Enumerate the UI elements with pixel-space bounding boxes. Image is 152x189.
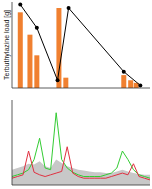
plot-area [18, 3, 143, 88]
line [12, 147, 150, 180]
marker [122, 70, 126, 74]
line [20, 5, 140, 86]
x-axis [12, 185, 150, 186]
marker [56, 78, 60, 82]
bar [18, 12, 23, 88]
figure: Terbuthylazine load [g] [0, 0, 152, 189]
bar [121, 75, 126, 88]
x-axis [12, 88, 150, 89]
bar [128, 80, 133, 88]
marker [138, 83, 142, 87]
marker [18, 3, 22, 7]
bar [34, 55, 39, 88]
plot-area [12, 113, 150, 185]
y-axis-label: Terbuthylazine load [g] [3, 10, 11, 80]
y-axis [12, 100, 13, 185]
bar [63, 78, 68, 88]
bar [56, 8, 61, 88]
marker [67, 6, 71, 10]
marker [35, 26, 39, 30]
y-axis [12, 2, 13, 88]
bar [27, 35, 32, 88]
